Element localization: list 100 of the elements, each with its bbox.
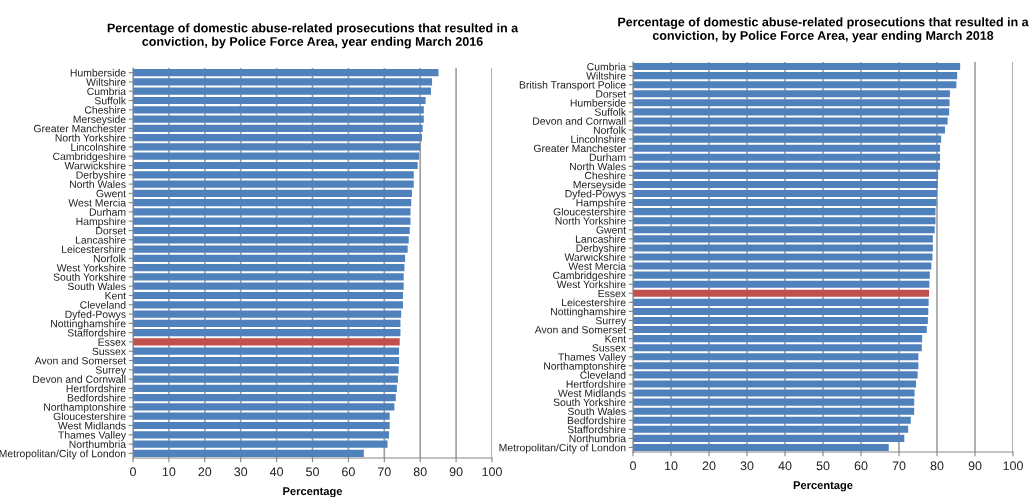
bar: [133, 208, 411, 216]
bar: [633, 72, 958, 80]
bar: [133, 180, 414, 188]
bar: [633, 326, 927, 334]
y-tick-label: Metropolitan/City of London: [0, 449, 126, 460]
bar: [133, 440, 388, 448]
x-tick-label: 40: [269, 467, 284, 477]
x-tick-label: 40: [778, 461, 792, 471]
y-tick-label: Gloucestershire: [53, 412, 126, 421]
bar: [633, 199, 937, 207]
bar: [133, 217, 411, 225]
bar: [133, 403, 395, 411]
y-tick-label: Wiltshire: [86, 78, 126, 86]
bar: [133, 329, 401, 337]
x-axis-title: Percentage: [283, 487, 343, 497]
y-tick-label: Surrey: [595, 316, 627, 327]
y-tick-label: Leicestershire: [62, 245, 126, 253]
bar: [633, 443, 889, 451]
x-tick-label: 30: [740, 461, 754, 471]
y-tick-label: Suffolk: [594, 108, 627, 116]
y-tick-label: Dorset: [596, 90, 626, 98]
bar: [133, 356, 400, 365]
y-tick-label: North Yorkshire: [555, 216, 626, 225]
y-tick-label: Thames Valley: [558, 352, 627, 363]
bar: [633, 344, 922, 352]
bar: [133, 143, 421, 151]
bar: [133, 264, 405, 272]
bar: [633, 416, 911, 424]
y-tick-label: Hertfordshire: [66, 384, 126, 393]
y-tick-label: North Wales: [70, 180, 126, 188]
bar: [633, 398, 915, 406]
bar: [133, 421, 390, 430]
y-tick-label: Kent: [105, 292, 126, 300]
bar: [133, 245, 408, 253]
y-tick-label: Norfolk: [593, 126, 627, 134]
y-tick-label: Merseyside: [73, 115, 126, 126]
bar: [133, 171, 414, 179]
bar: [633, 171, 939, 179]
y-tick-label: Humberside: [570, 99, 626, 107]
y-tick-label: Devon and Cornwall: [33, 375, 126, 383]
bar: [633, 362, 919, 370]
chart-title: Percentage of domestic abuse-related prosecutions that resulted in a conviction, by Police Force Area, year ending March 2016: [107, 23, 519, 49]
bar: [133, 347, 400, 355]
x-axis-title: Percentage: [793, 481, 853, 492]
bar: [633, 235, 933, 243]
y-tick-label: Cheshire: [584, 171, 626, 180]
y-tick-label: Derbyshire: [76, 171, 126, 181]
x-tick-label: 20: [198, 467, 212, 477]
bar: [133, 394, 396, 402]
bar: [133, 301, 403, 309]
y-tick-label: Staffordshire: [567, 425, 626, 434]
x-tick-label: 20: [702, 461, 716, 471]
x-tick-label: 0: [130, 467, 136, 477]
y-tick-label: West Yorkshire: [556, 280, 626, 289]
bar: [133, 134, 422, 142]
bar: [633, 144, 941, 152]
bar: [633, 108, 950, 116]
y-tick-label: Essex: [98, 338, 126, 346]
y-tick-label: North Yorkshire: [55, 133, 126, 142]
x-tick-label: 100: [482, 467, 502, 477]
bar: [633, 307, 929, 315]
bar: [133, 106, 424, 114]
chart-title: Percentage of domestic abuse-related prosecutions that resulted in a conviction, by Police Force Area, year ending March 2018: [618, 17, 1029, 43]
y-tick-label: Cumbria: [587, 62, 627, 71]
bar: [133, 199, 412, 207]
y-tick-label: Essex: [598, 289, 626, 298]
x-tick-label: 30: [234, 467, 248, 477]
y-tick-label: South Wales: [567, 407, 626, 416]
y-tick-label: Durham: [89, 208, 126, 216]
y-tick-label: Sussex: [92, 347, 126, 356]
y-tick-label: Kent: [605, 335, 626, 343]
y-tick-label: West Mercia: [68, 198, 127, 207]
bar: [633, 407, 915, 415]
bar: [633, 153, 941, 161]
bar: [633, 289, 930, 297]
y-tick-label: Nottinghamshire: [51, 319, 126, 330]
y-tick-label: Cambridgeshire: [553, 271, 626, 282]
y-tick-label: Warwickshire: [564, 253, 626, 261]
y-tick-label: Staffordshire: [67, 328, 126, 337]
bar: [633, 162, 941, 170]
bar: [133, 431, 389, 439]
y-tick-label: South Yorkshire: [553, 398, 626, 406]
y-tick-label: Dyfed-Powys: [65, 310, 126, 321]
bar: [633, 180, 938, 188]
bar: [133, 78, 433, 86]
y-tick-label: West Yorkshire: [56, 263, 126, 272]
bar: [633, 335, 923, 343]
bar: [133, 189, 412, 197]
bar: [633, 99, 950, 107]
x-tick-label: 50: [306, 467, 319, 477]
x-tick-label: 10: [665, 461, 678, 471]
bar: [633, 371, 918, 379]
x-tick-label: 80: [413, 467, 427, 477]
y-tick-label: Greater Manchester: [33, 124, 126, 133]
bar: [133, 96, 426, 105]
x-tick-label: 70: [377, 467, 391, 477]
bar: [633, 262, 932, 270]
y-tick-label: Northamptonshire: [544, 362, 626, 372]
bar: [633, 298, 929, 306]
y-tick-label: Hertfordshire: [566, 380, 626, 388]
